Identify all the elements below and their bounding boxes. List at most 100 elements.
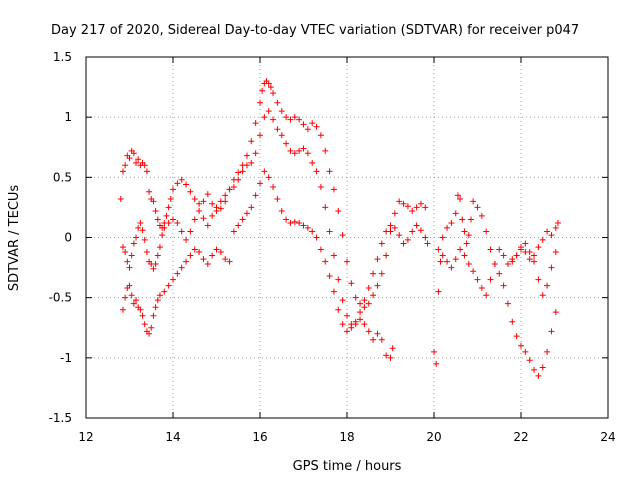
data-point <box>322 204 329 211</box>
data-point <box>239 216 246 223</box>
data-point <box>470 268 477 275</box>
data-point <box>513 252 520 259</box>
data-point <box>235 169 242 176</box>
data-point <box>374 256 381 263</box>
data-point <box>283 114 290 121</box>
data-point <box>448 220 455 227</box>
data-point <box>187 228 194 235</box>
data-point <box>130 300 137 307</box>
data-point <box>309 120 316 127</box>
data-point <box>413 222 420 229</box>
data-point <box>463 240 470 247</box>
data-point <box>457 195 464 202</box>
data-point <box>422 204 429 211</box>
data-point <box>352 294 359 301</box>
data-point <box>474 276 481 283</box>
data-point <box>183 258 190 265</box>
data-point <box>513 333 520 340</box>
data-point <box>152 208 159 215</box>
data-point <box>119 244 126 251</box>
data-point <box>196 208 203 215</box>
y-tick-label: 1 <box>64 110 72 124</box>
data-point <box>148 324 155 331</box>
data-point <box>274 126 281 133</box>
series-track-f <box>509 220 561 263</box>
data-point <box>291 114 298 121</box>
data-point <box>191 195 198 202</box>
data-point <box>544 348 551 355</box>
data-point <box>213 204 220 211</box>
data-point <box>278 208 285 215</box>
data-point <box>491 260 498 267</box>
data-point <box>374 330 381 337</box>
data-point <box>143 248 150 255</box>
data-point <box>178 228 185 235</box>
data-point <box>165 282 172 289</box>
data-point <box>248 159 255 166</box>
data-point <box>509 256 516 263</box>
data-point <box>391 210 398 217</box>
data-point <box>261 168 268 175</box>
data-point <box>187 252 194 259</box>
y-tick-label: 0.5 <box>53 170 72 184</box>
data-point <box>248 204 255 211</box>
series-track-e <box>435 240 559 299</box>
data-point <box>274 99 281 106</box>
data-point <box>239 168 246 175</box>
x-tick-label: 24 <box>600 430 615 444</box>
data-point <box>552 224 559 231</box>
y-tick-label: 0 <box>64 231 72 245</box>
y-tick-label: -1.5 <box>49 411 72 425</box>
data-point <box>452 210 459 217</box>
chart-title: Day 217 of 2020, Sidereal Day-to-day VTE… <box>51 23 579 38</box>
data-point <box>261 114 268 121</box>
data-point <box>378 270 385 277</box>
data-point <box>478 285 485 292</box>
data-point <box>265 174 272 181</box>
data-point <box>461 252 468 259</box>
data-point <box>119 168 126 175</box>
data-point <box>417 227 424 234</box>
data-point <box>130 150 137 157</box>
data-point <box>257 180 263 187</box>
data-point <box>437 258 444 265</box>
data-point <box>143 168 150 175</box>
data-point <box>300 145 307 152</box>
data-point <box>222 256 229 263</box>
data-point <box>396 232 403 239</box>
x-tick-label: 16 <box>252 430 267 444</box>
data-point <box>365 300 372 307</box>
data-point <box>270 183 277 190</box>
data-point <box>270 90 277 97</box>
data-point <box>465 232 472 239</box>
data-point <box>500 282 507 289</box>
data-point <box>531 366 538 373</box>
data-point <box>128 292 135 299</box>
data-point <box>161 288 168 295</box>
data-point <box>135 224 142 231</box>
data-point <box>304 224 311 231</box>
data-point <box>267 84 274 91</box>
data-point <box>287 116 294 123</box>
data-point <box>230 183 237 190</box>
data-point <box>278 132 285 139</box>
data-point <box>357 300 364 307</box>
data-point <box>330 186 337 193</box>
data-point <box>474 204 481 211</box>
data-point <box>317 183 324 190</box>
data-point <box>422 234 429 241</box>
data-point <box>383 252 390 259</box>
data-point <box>141 321 148 328</box>
data-point <box>209 212 216 219</box>
x-tick-label: 18 <box>339 430 354 444</box>
data-point <box>141 236 148 243</box>
data-point <box>522 248 529 255</box>
data-point <box>322 147 329 154</box>
data-point <box>154 216 161 223</box>
data-point <box>248 138 255 145</box>
data-point <box>448 264 455 271</box>
data-point <box>339 232 346 239</box>
data-point <box>370 292 377 299</box>
data-point <box>452 256 459 263</box>
